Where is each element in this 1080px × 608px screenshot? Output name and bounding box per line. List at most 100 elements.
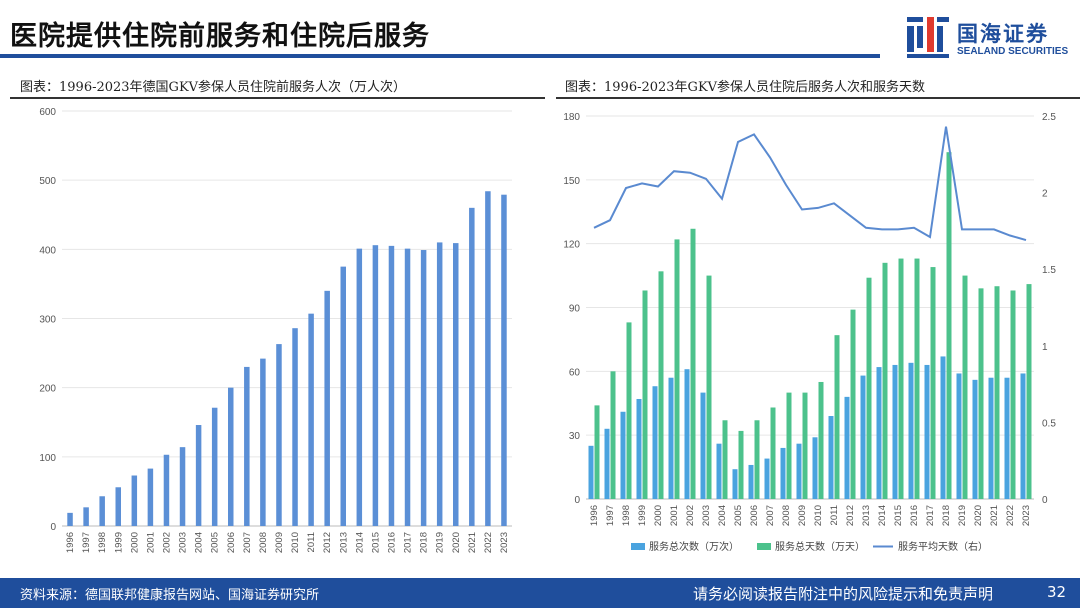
x-tick-label: 2010 <box>813 505 824 526</box>
y-tick-label: 100 <box>39 453 56 464</box>
bar-days <box>898 258 904 499</box>
x-tick-label: 2021 <box>467 532 478 553</box>
bar-days <box>1010 290 1016 499</box>
source-note: 资料来源：德国联邦健康报告网站、国海证券研究所 <box>20 588 320 603</box>
bar-count <box>1020 373 1026 499</box>
x-tick-label: 2022 <box>483 532 494 553</box>
legend-swatch-days <box>757 543 771 550</box>
bar-count <box>860 375 866 499</box>
bar-days <box>594 405 600 499</box>
bar-days <box>722 420 728 499</box>
x-tick-label: 2000 <box>129 532 140 553</box>
y-left-tick-label: 0 <box>574 495 580 506</box>
bar-days <box>658 271 664 499</box>
x-tick-label: 2014 <box>354 532 365 553</box>
x-tick-label: 2009 <box>274 532 285 553</box>
x-tick-label: 2020 <box>451 532 462 553</box>
y-left-tick-label: 60 <box>569 367 581 378</box>
bar <box>420 250 427 526</box>
company-logo: 国海证券 SEALAND SECURITIES <box>905 14 1070 64</box>
x-tick-label: 2014 <box>877 505 888 526</box>
bar-count <box>620 411 626 499</box>
bar <box>436 242 443 526</box>
right-chart-rule <box>556 97 1080 99</box>
legend-label-avg: 服务平均天数（右） <box>898 540 988 553</box>
x-tick-label: 2000 <box>653 505 664 526</box>
bar-days <box>674 239 680 499</box>
bar <box>404 248 411 526</box>
x-tick-label: 2017 <box>925 505 936 526</box>
x-tick-label: 2021 <box>989 505 1000 526</box>
y-left-tick-label: 180 <box>563 112 580 123</box>
y-left-tick-label: 150 <box>563 176 580 187</box>
x-tick-label: 2003 <box>701 505 712 526</box>
bar-count <box>876 367 882 499</box>
left-chart-caption: 图表：1996-2023年德国GKV参保人员住院前服务人次（万人次） <box>20 80 407 95</box>
bar <box>131 475 138 526</box>
bar-days <box>994 286 1000 499</box>
x-tick-label: 2015 <box>893 505 904 526</box>
bar <box>388 245 395 526</box>
x-tick-label: 2008 <box>781 505 792 526</box>
x-tick-label: 2012 <box>322 532 333 553</box>
bar-count <box>636 398 642 499</box>
x-tick-label: 2010 <box>290 532 301 553</box>
logo-text-cn: 国海证券 <box>957 22 1049 46</box>
x-tick-label: 2011 <box>829 505 840 525</box>
x-tick-label: 2008 <box>258 532 269 553</box>
bar-count <box>764 458 770 499</box>
x-tick-label: 2019 <box>957 505 968 526</box>
x-tick-label: 2006 <box>749 505 760 526</box>
y-right-tick-label: 0.5 <box>1042 418 1056 429</box>
bar-count <box>588 445 594 499</box>
title-underline <box>0 54 880 58</box>
bar-days <box>786 392 792 499</box>
bar-count <box>796 443 802 499</box>
y-right-tick-label: 2.5 <box>1042 112 1056 123</box>
bar-count <box>844 396 850 499</box>
y-tick-label: 500 <box>39 176 56 187</box>
disclaimer: 请务必阅读报告附注中的风险提示和免责声明 <box>693 585 994 603</box>
x-tick-label: 2004 <box>717 505 728 526</box>
bar-count <box>780 447 786 499</box>
x-tick-label: 1998 <box>97 532 108 553</box>
x-tick-label: 2013 <box>338 532 349 553</box>
x-tick-label: 2017 <box>403 532 414 553</box>
bar-days <box>866 277 872 499</box>
x-tick-label: 2001 <box>145 532 156 553</box>
x-tick-label: 2012 <box>845 505 856 526</box>
left-chart-rule <box>10 97 545 99</box>
left-bar-chart: 0 100 200 300 400 500 600 1996 1997 1998 1999 2000 2… <box>39 107 512 553</box>
bar-days <box>690 228 696 499</box>
bar-count <box>988 377 994 499</box>
bar <box>292 328 298 526</box>
legend-label-days: 服务总天数（万天） <box>775 540 865 553</box>
bar-days <box>962 275 968 499</box>
bar-days <box>770 407 776 499</box>
y-tick-label: 300 <box>39 315 56 326</box>
bar-days <box>882 262 888 499</box>
bar-days <box>642 290 648 499</box>
logo-text-en: SEALAND SECURITIES <box>957 46 1069 57</box>
x-tick-label: 1996 <box>589 505 600 526</box>
bar-count <box>652 386 658 499</box>
sealand-logo-icon <box>907 17 949 58</box>
x-tick-label: 2015 <box>370 532 381 553</box>
bar-days <box>1026 284 1032 499</box>
line-avg-days <box>593 126 1027 242</box>
x-tick-label: 1999 <box>637 505 648 526</box>
y-right-tick-label: 0 <box>1042 495 1048 506</box>
y-right-tick-label: 1 <box>1042 342 1048 353</box>
legend-label-count: 服务总次数（万次） <box>649 540 739 553</box>
bar-count <box>668 377 674 499</box>
x-tick-label: 2013 <box>861 505 872 526</box>
y-tick-label: 0 <box>50 522 56 533</box>
x-tick-label: 2007 <box>765 505 776 526</box>
page-number: 32 <box>1047 583 1067 601</box>
bar-count <box>828 416 834 499</box>
right-chart-caption: 图表：1996-2023年GKV参保人员住院后服务人次和服务天数 <box>565 80 926 95</box>
bar <box>453 243 459 526</box>
right-combo-chart: 0 30 60 90 120 150 180 0 0.5 1 1.5 2 2.5 1996 1997 1998… <box>563 112 1056 553</box>
y-tick-label: 200 <box>39 384 56 395</box>
bar-days <box>610 371 616 499</box>
